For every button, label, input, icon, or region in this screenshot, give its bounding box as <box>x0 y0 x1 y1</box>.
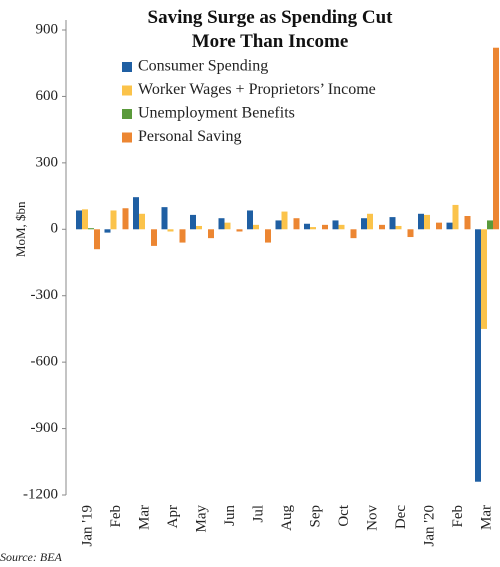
bar <box>247 210 253 230</box>
bar <box>310 227 316 230</box>
bar <box>218 218 225 230</box>
bar <box>293 218 300 230</box>
bar <box>94 229 100 250</box>
bar <box>481 229 487 329</box>
x-tick-label: Dec <box>393 505 409 529</box>
y-axis-label: MoM, $bn <box>13 201 28 257</box>
bar <box>452 204 459 230</box>
legend-label: Consumer Spending <box>138 58 268 75</box>
bar <box>446 222 453 230</box>
bar <box>424 214 430 230</box>
bar <box>389 217 396 230</box>
bar <box>122 208 129 230</box>
bar <box>350 229 357 239</box>
bar <box>487 220 493 230</box>
legend-label: Worker Wages + Proprietors’ Income <box>138 81 376 98</box>
bar <box>167 229 174 232</box>
bar <box>361 218 367 230</box>
x-tick-label: Mar <box>136 505 152 530</box>
bar <box>253 224 259 230</box>
legend-swatch <box>122 62 132 72</box>
bar <box>304 223 310 230</box>
y-tick-label: 0 <box>51 221 59 237</box>
bar <box>436 222 442 230</box>
bar <box>208 229 214 239</box>
x-tick-label: Mar <box>478 505 494 530</box>
bar <box>190 214 196 230</box>
x-tick-label: Feb <box>108 505 124 528</box>
bar <box>110 210 117 230</box>
bar <box>379 224 385 230</box>
bar <box>332 220 339 230</box>
bar <box>464 216 471 230</box>
bar <box>151 229 157 246</box>
x-tick-label: Aug <box>279 505 295 531</box>
legend-swatch <box>122 85 132 96</box>
bar <box>322 224 328 230</box>
x-tick-label: Nov <box>364 505 380 531</box>
bar <box>265 229 271 243</box>
bar <box>236 229 243 232</box>
x-tick-label: Apr <box>165 505 181 528</box>
bar <box>407 229 414 238</box>
x-tick-label: Jun <box>222 505 238 526</box>
y-tick-label: -900 <box>31 420 59 436</box>
x-tick-label: Sep <box>307 505 323 528</box>
x-tick-label: May <box>193 505 209 533</box>
bar <box>104 229 111 233</box>
legend-label: Personal Saving <box>138 128 242 145</box>
chart-title: Saving Surge as Spending Cut More Than I… <box>147 7 393 52</box>
x-tick-label: Feb <box>450 505 466 528</box>
source: Source: BEA <box>0 550 63 564</box>
y-tick-label: 300 <box>36 154 59 170</box>
bar <box>275 220 282 230</box>
x-tick-label: Jan '19 <box>79 505 95 546</box>
x-tick-label: Jul <box>250 505 266 523</box>
bar <box>133 197 139 230</box>
bar <box>418 213 424 230</box>
bar <box>493 47 499 230</box>
bar <box>88 228 94 230</box>
bar <box>224 222 231 230</box>
y-tick-label: -300 <box>31 287 59 303</box>
legend-swatch <box>122 109 132 119</box>
legend-label: Unemployment Benefits <box>138 105 295 122</box>
bar <box>179 229 186 243</box>
legend-swatch <box>122 132 132 143</box>
y-tick-label: -600 <box>31 354 59 370</box>
bar <box>196 225 202 230</box>
bar <box>395 225 402 230</box>
bar <box>76 210 82 230</box>
bar <box>139 213 145 230</box>
bar <box>281 211 288 230</box>
y-tick-label: 900 <box>36 21 59 37</box>
bar <box>475 229 481 482</box>
x-tick-label: Jan '20 <box>421 505 437 546</box>
x-tick-label: Oct <box>336 504 352 526</box>
bar <box>367 213 373 230</box>
y-tick-label: -1200 <box>23 486 58 502</box>
y-tick-label: 600 <box>36 88 59 104</box>
bar <box>338 224 345 230</box>
bar <box>161 207 168 230</box>
bar <box>82 209 88 230</box>
